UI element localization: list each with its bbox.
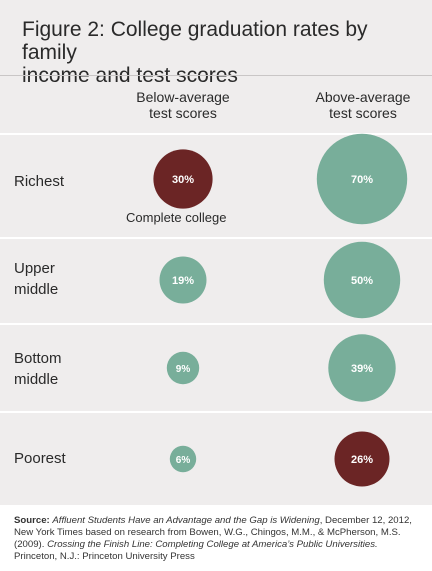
source-note: Source: Affluent Students Have an Advant… xyxy=(14,515,422,563)
complete-college-annotation: Complete college xyxy=(126,210,227,225)
bubble-circle xyxy=(153,149,213,209)
bubble-value-label: 26% xyxy=(351,454,373,466)
bubble-circle xyxy=(169,445,197,473)
column-header-above-line1: Above-average xyxy=(315,89,411,105)
bubble-value-label: 19% xyxy=(172,275,194,287)
row-label-upper-middle-line2: middle xyxy=(14,281,59,298)
row-label-richest-line1: Richest xyxy=(14,173,65,190)
bubble-circle xyxy=(328,334,396,402)
bubble-value-label: 39% xyxy=(351,363,373,375)
source-book-title: Crossing the Finish Line: Completing Col… xyxy=(47,539,378,550)
title-line-1: Figure 2: College graduation rates by fa… xyxy=(22,18,368,64)
bubble-value-label: 70% xyxy=(351,174,373,186)
row-label-bottom-middle-line1: Bottom xyxy=(14,350,62,367)
bubble-poorest-below: 6% xyxy=(169,445,197,473)
row-label-bottom-middle-line2: middle xyxy=(14,371,59,388)
row-separator xyxy=(0,411,432,413)
row-label-richest: Richest xyxy=(14,171,64,192)
column-header-below: Below-average test scores xyxy=(108,89,258,121)
bubble-circle xyxy=(334,431,390,487)
column-header-above-line2: test scores xyxy=(329,105,397,121)
bubble-circle xyxy=(316,133,408,225)
row-separator xyxy=(0,237,432,239)
bubble-bottom-middle-above: 39% xyxy=(328,334,396,402)
bubble-value-label: 6% xyxy=(176,455,191,466)
row-separator xyxy=(0,133,432,135)
bubble-value-label: 9% xyxy=(176,364,191,375)
bubble-upper-middle-above: 50% xyxy=(323,241,401,319)
title-divider xyxy=(0,75,432,76)
column-header-above: Above-average test scores xyxy=(288,89,432,121)
bubble-richest-below: 30% xyxy=(153,149,213,209)
row-label-upper-middle-line1: Upper xyxy=(14,260,55,277)
row-separator xyxy=(0,323,432,325)
source-label: Source: xyxy=(14,515,50,526)
bubble-bottom-middle-below: 9% xyxy=(166,351,200,385)
bubble-value-label: 50% xyxy=(351,275,373,287)
column-header-below-line1: Below-average xyxy=(136,89,230,105)
column-header-below-line2: test scores xyxy=(149,105,217,121)
bubble-circle xyxy=(323,241,401,319)
row-label-upper-middle: Upper middle xyxy=(14,258,58,300)
row-label-bottom-middle: Bottom middle xyxy=(14,348,62,390)
bubble-circle xyxy=(166,351,200,385)
source-article-title: Affluent Students Have an Advantage and … xyxy=(52,515,320,526)
bubble-upper-middle-below: 19% xyxy=(159,256,207,304)
bubble-richest-above: 70% xyxy=(316,133,408,225)
bubble-poorest-above: 26% xyxy=(334,431,390,487)
row-label-poorest: Poorest xyxy=(14,448,66,469)
source-box xyxy=(0,505,432,571)
bubble-value-label: 30% xyxy=(172,174,194,186)
bubble-circle xyxy=(159,256,207,304)
row-label-poorest-line1: Poorest xyxy=(14,450,66,467)
source-article-details: , December 12, 2012, New York Times base… xyxy=(14,515,412,550)
source-publisher: Princeton, N.J.: Princeton University Pr… xyxy=(14,551,195,562)
bubble-plot: 30% 70% 19% 50% 9% 39% 6% 26% xyxy=(153,133,408,487)
